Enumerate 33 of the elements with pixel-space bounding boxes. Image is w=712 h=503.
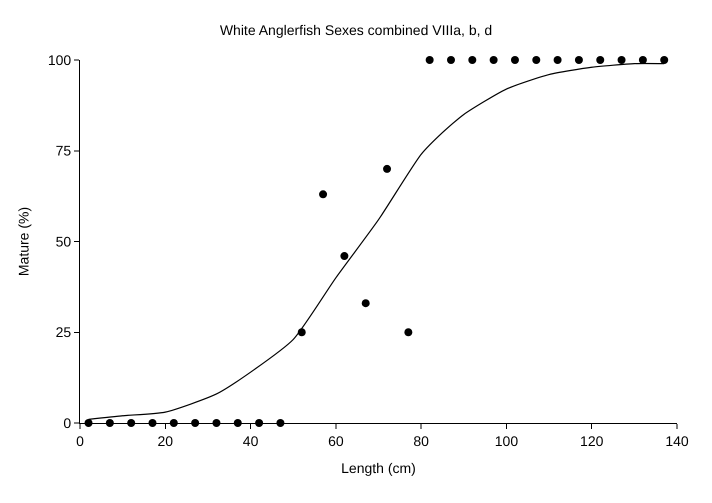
point <box>596 56 604 64</box>
chart-title: White Anglerfish Sexes combined VIIIa, b, d <box>220 22 492 38</box>
y-tick-label: 75 <box>56 142 72 159</box>
point <box>362 299 370 308</box>
x-tick-label: 80 <box>413 432 430 449</box>
point <box>468 56 476 64</box>
y-axis-title: Mature (%) <box>15 206 32 276</box>
point <box>574 56 583 64</box>
y-tick-label: 50 <box>56 233 72 250</box>
x-tick-label: 40 <box>242 432 259 449</box>
y-tick-label: 0 <box>63 414 72 431</box>
x-axis-title: Length (cm) <box>341 460 416 476</box>
x-tick-label: 120 <box>580 432 604 449</box>
point <box>383 164 392 173</box>
point <box>340 252 348 260</box>
point <box>532 56 540 64</box>
point <box>319 190 328 198</box>
point <box>490 56 498 64</box>
point <box>660 56 668 64</box>
point <box>426 56 434 64</box>
y-tick-label: 100 <box>48 52 72 68</box>
x-tick-label: 0 <box>76 432 84 449</box>
point <box>404 328 412 336</box>
point <box>638 56 647 64</box>
point <box>510 56 519 64</box>
x-tick-label: 140 <box>665 432 689 449</box>
x-tick-label: 20 <box>158 432 174 449</box>
point <box>446 56 455 64</box>
y-tick-label: 25 <box>56 324 72 340</box>
point <box>554 56 562 64</box>
point <box>618 56 626 64</box>
x-tick-label: 100 <box>494 432 518 449</box>
x-tick-label: 60 <box>328 432 344 449</box>
